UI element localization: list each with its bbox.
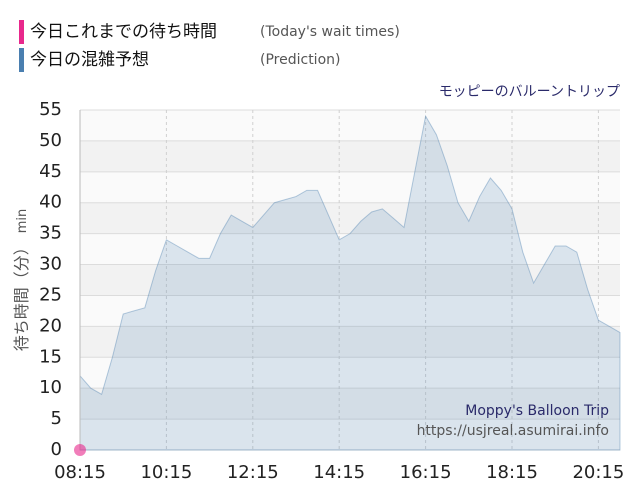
y-axis-label: 待ち時間（分） min [12, 209, 31, 352]
grid-band [80, 233, 620, 265]
grid-band [80, 357, 620, 389]
y-tick-label: 5 [51, 408, 62, 429]
y-tick-label: 50 [39, 130, 62, 151]
legend-label: 今日の混雑予想 [30, 50, 149, 70]
legend-swatch [19, 20, 24, 44]
y-tick-label: 45 [39, 161, 62, 182]
grid-band [80, 326, 620, 358]
area [79, 114, 621, 451]
y-tick-label: 25 [39, 284, 62, 305]
grid-band [80, 171, 620, 203]
x-tick-label: 10:15 [140, 462, 192, 483]
plot-area [74, 109, 621, 456]
legend-label: 今日これまでの待ち時間 [30, 22, 217, 42]
x-tick-label: 20:15 [572, 462, 624, 483]
grid-band [80, 140, 620, 172]
chart-title: モッピーのバルーントリップ [439, 84, 620, 100]
y-tick-label: 10 [39, 377, 62, 398]
y-axis-unit: min [15, 209, 30, 234]
y-tick-label: 40 [39, 192, 62, 213]
x-tick-label: 14:15 [313, 462, 365, 483]
grid-band [80, 419, 620, 450]
grid-band [80, 202, 620, 234]
legend-label-en: (Prediction) [260, 52, 340, 68]
watermark: https://usjreal.asumirai.info [417, 423, 609, 439]
grid-band [80, 295, 620, 327]
x-tick-label: 12:15 [227, 462, 279, 483]
x-tick-label: 18:15 [486, 462, 538, 483]
grid-band [80, 388, 620, 420]
data-point [74, 444, 86, 456]
watermark: Moppy's Balloon Trip [465, 403, 609, 419]
legend-label-en: (Today's wait times) [260, 24, 400, 40]
x-tick-label: 16:15 [400, 462, 452, 483]
y-tick-label: 15 [39, 346, 62, 367]
y-axis-label-text: 待ち時間（分） [12, 239, 31, 351]
legend-swatch [19, 48, 24, 72]
y-tick-label: 55 [39, 99, 62, 120]
y-tick-label: 0 [51, 439, 62, 460]
grid-band [80, 264, 620, 296]
y-tick-label: 35 [39, 223, 62, 244]
x-tick-label: 08:15 [54, 462, 106, 483]
y-tick-label: 20 [39, 315, 62, 336]
y-tick-label: 30 [39, 254, 62, 275]
grid-band [80, 110, 620, 141]
